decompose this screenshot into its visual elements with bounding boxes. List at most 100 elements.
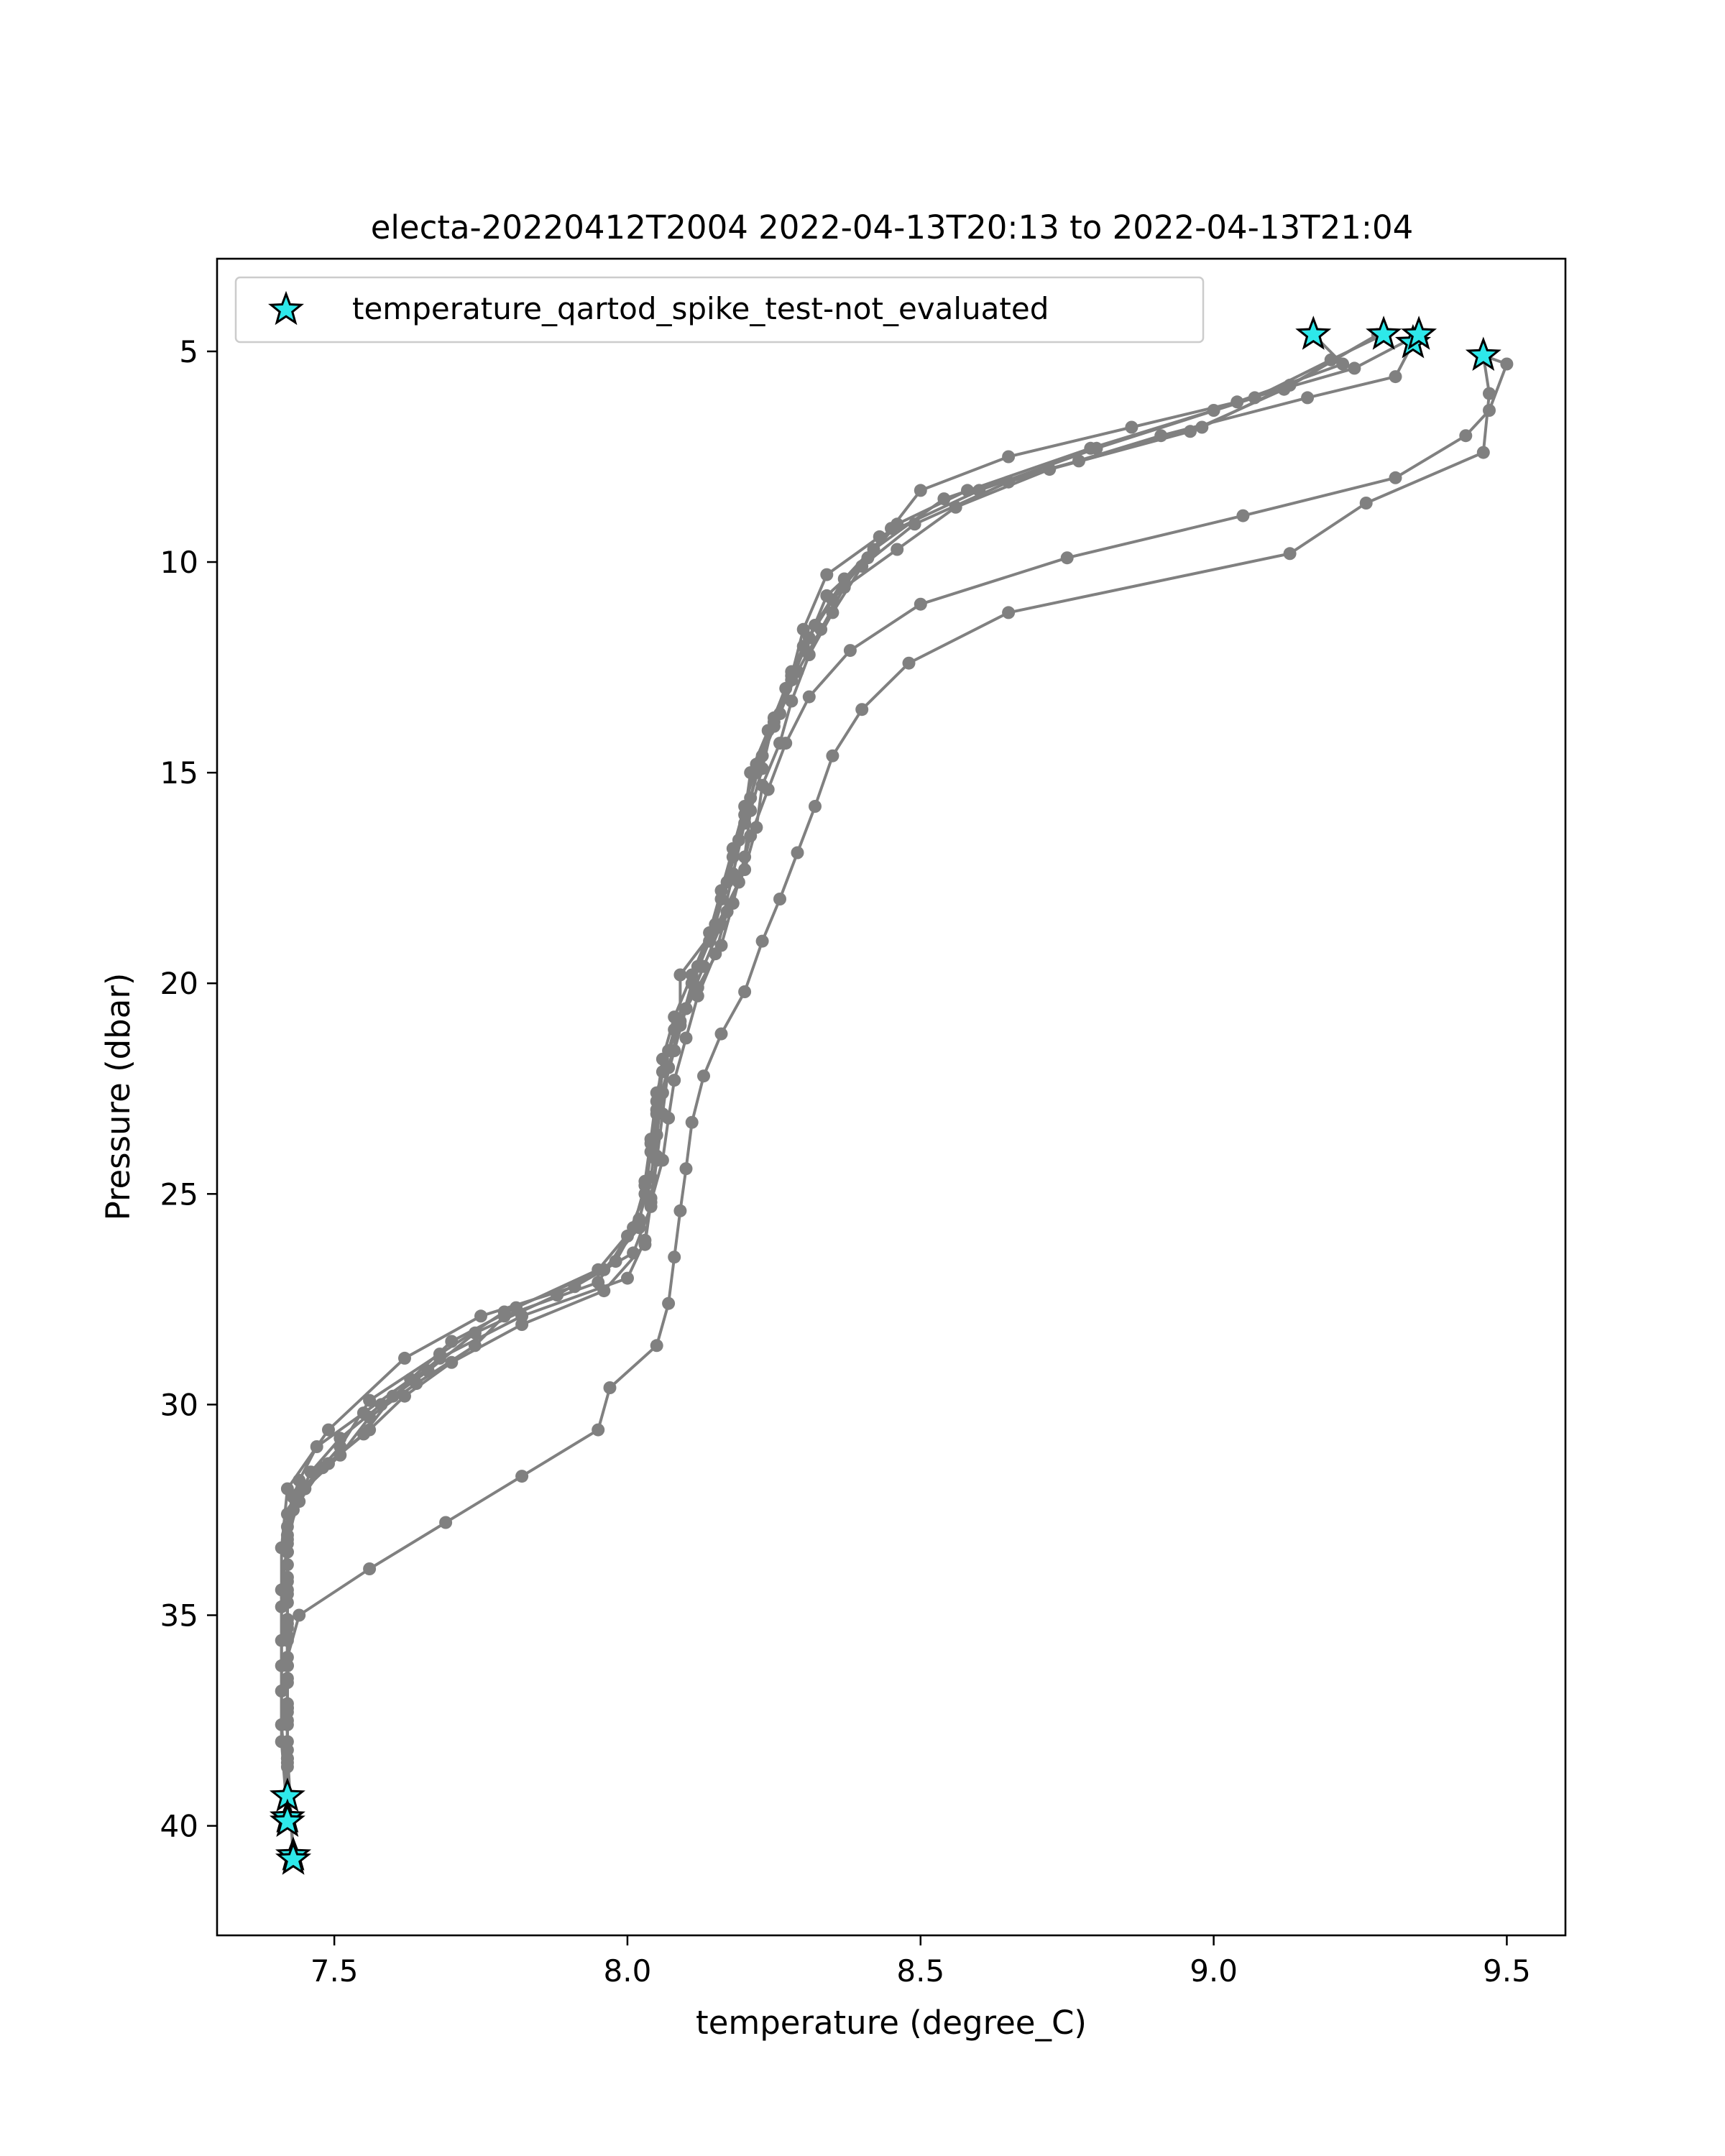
data-point [679, 1162, 693, 1176]
data-point [1389, 471, 1402, 484]
data-point [363, 1393, 377, 1407]
data-point [820, 589, 834, 602]
data-point [673, 1204, 687, 1217]
data-point [668, 1010, 681, 1024]
chart-title: electa-20220412T2004 2022-04-13T20:13 to… [371, 208, 1414, 247]
data-point [891, 517, 904, 531]
data-point [714, 939, 728, 952]
y-axis-label: Pressure (dbar) [99, 973, 137, 1221]
data-point [1043, 463, 1057, 476]
y-tick-label: 15 [160, 755, 198, 791]
plot-area [269, 315, 1514, 1875]
data-point [632, 1212, 646, 1226]
legend-star-marker [268, 290, 304, 326]
data-point [802, 631, 816, 645]
data-point [755, 934, 769, 948]
data-point [310, 1440, 323, 1453]
data-point [609, 1255, 622, 1268]
data-point [280, 1545, 294, 1559]
legend-box [234, 276, 1205, 344]
data-point [638, 1233, 652, 1247]
flag-star-marker [1366, 315, 1402, 350]
flag-star-marker [275, 1841, 312, 1875]
data-point [515, 1470, 529, 1483]
data-point [287, 1503, 300, 1516]
data-point [1348, 361, 1361, 375]
data-point [1476, 446, 1490, 459]
data-point [802, 690, 816, 704]
data-point [738, 985, 752, 998]
x-tick-label: 9.5 [1483, 1953, 1531, 1989]
data-point [855, 703, 869, 717]
data-point [697, 1069, 710, 1083]
data-point [474, 1309, 487, 1323]
data-point [322, 1423, 335, 1437]
data-point [673, 968, 687, 982]
data-point [1060, 551, 1074, 565]
legend-star-icon [268, 290, 304, 326]
data-point [1277, 382, 1291, 396]
data-point [791, 846, 804, 860]
data-point [334, 1448, 347, 1462]
data-point [445, 1335, 459, 1348]
data-point [280, 1629, 294, 1643]
data-point [1125, 420, 1138, 434]
data-point [280, 1714, 294, 1727]
data-point [1207, 404, 1220, 417]
data-point [668, 1074, 681, 1087]
data-point [726, 896, 740, 910]
data-point [468, 1339, 482, 1353]
data-point [843, 644, 857, 658]
data-point [820, 568, 834, 581]
y-tick-label: 25 [160, 1176, 198, 1212]
data-point [334, 1432, 347, 1445]
data-point [914, 484, 927, 497]
data-point [280, 1588, 294, 1601]
y-axis-ticks: 5 10 15 20 25 30 35 40 [160, 334, 217, 1844]
data-point [293, 1473, 306, 1487]
x-tick-label: 7.5 [310, 1953, 359, 1989]
data-point [685, 1115, 699, 1129]
y-tick-label: 30 [160, 1387, 198, 1422]
data-point [644, 1170, 658, 1184]
data-point [603, 1381, 617, 1394]
data-point [280, 1756, 294, 1769]
data-point [732, 833, 745, 847]
flag-star-marker [1295, 315, 1332, 350]
data-point [902, 656, 916, 670]
data-point [1359, 497, 1373, 510]
data-point [668, 1044, 681, 1057]
data-point [592, 1423, 605, 1437]
data-point [1002, 606, 1016, 619]
data-point [755, 749, 769, 763]
data-point [650, 1339, 663, 1353]
data-point [374, 1398, 388, 1411]
data-point [280, 1672, 294, 1685]
data-point [293, 1608, 306, 1622]
data-point [1301, 391, 1315, 405]
x-tick-label: 8.5 [896, 1953, 944, 1989]
data-point [304, 1465, 318, 1479]
axes-frame [216, 257, 1567, 1937]
data-point [837, 581, 851, 594]
data-point [316, 1461, 329, 1475]
flagged-points [269, 315, 1501, 1875]
data-point [809, 800, 822, 813]
x-axis-label: temperature (degree_C) [696, 2004, 1087, 2042]
data-point [1283, 547, 1297, 561]
data-point [773, 737, 786, 750]
data-point [650, 1128, 663, 1142]
data-point [363, 1562, 377, 1575]
data-point [679, 1031, 693, 1045]
data-point [709, 918, 722, 931]
data-point [1084, 441, 1098, 455]
data-point [551, 1289, 564, 1302]
y-tick-label: 35 [160, 1598, 198, 1634]
data-point [891, 543, 904, 556]
data-point [961, 484, 974, 497]
flag-star-marker [1465, 336, 1501, 372]
data-point [714, 1027, 728, 1041]
data-point [744, 791, 758, 805]
data-point [773, 707, 786, 721]
